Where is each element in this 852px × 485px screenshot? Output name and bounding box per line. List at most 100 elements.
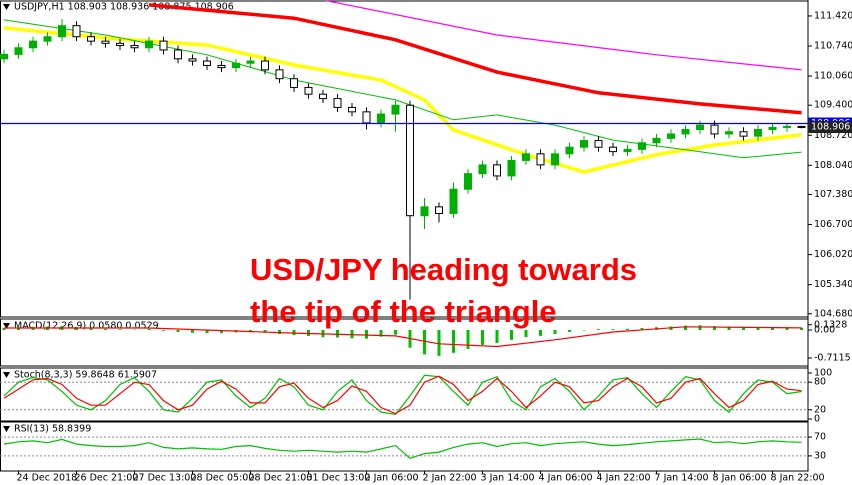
- candle-body: [667, 133, 675, 139]
- macd-bar: [785, 327, 789, 330]
- indicator-line: [3, 374, 802, 416]
- indicator-plot: [3, 438, 802, 459]
- indicator-line: [3, 375, 802, 415]
- macd-bar: [553, 329, 557, 334]
- macd-bar: [118, 329, 122, 330]
- candle-body: [391, 104, 400, 115]
- y-tick-label: 0.00: [814, 324, 835, 335]
- macd-bar: [626, 328, 629, 330]
- candle-body: [130, 45, 139, 49]
- macd-bar: [220, 329, 223, 334]
- y-tick-label: 70: [814, 432, 826, 443]
- macd-bar: [568, 329, 571, 332]
- y-tick-label: 111.420: [814, 10, 852, 21]
- candle-body: [783, 125, 791, 128]
- macd-bar: [698, 325, 702, 330]
- title-icon: [3, 323, 10, 329]
- candle-body: [0, 53, 8, 60]
- macd-bar: [147, 328, 151, 330]
- y-tick-label: 110.740: [814, 41, 852, 52]
- y-tick-label: 105.340: [814, 279, 852, 290]
- macd-bar: [756, 327, 760, 330]
- price-plot: [0, 1, 806, 300]
- macd-bar: [481, 329, 484, 345]
- macd-bar: [742, 326, 745, 330]
- x-tick-label: 2 Jan 22:00: [423, 473, 477, 484]
- macd-bar: [263, 329, 267, 333]
- candle-body: [609, 146, 617, 153]
- panel-title: Stoch(8,3,3) 59.8648 61.5907: [14, 370, 157, 381]
- x-tick-label: 7 Jan 14:00: [655, 473, 709, 484]
- title-icon: [3, 426, 10, 432]
- y-tick-label: 109.400: [814, 100, 852, 111]
- y-tick-label: 0.1328: [814, 319, 847, 330]
- candle-body: [377, 113, 385, 124]
- title-icon: [3, 4, 10, 10]
- macd-bar: [771, 327, 774, 330]
- macd-bar: [452, 329, 455, 353]
- candle-body: [188, 58, 197, 62]
- macd-bar: [423, 329, 426, 355]
- macd-bar: [640, 328, 644, 330]
- candle-body: [14, 47, 23, 55]
- y-tick-label: 110.060: [814, 71, 852, 82]
- candle-body: [101, 40, 110, 44]
- indicator-line: [3, 438, 802, 459]
- candle-body: [507, 159, 516, 177]
- macd-bar: [539, 329, 542, 336]
- candle-body: [580, 140, 588, 148]
- macd-bar: [17, 327, 20, 330]
- macd-bar: [191, 329, 194, 333]
- x-tick-label: 4 Jan 06:00: [539, 473, 593, 484]
- candle-body: [217, 64, 226, 69]
- candle-body: [406, 104, 414, 217]
- macd-bar: [495, 329, 499, 343]
- x-tick-label: 24 Dec 2018: [17, 473, 78, 484]
- macd-plot: [2, 325, 803, 356]
- signal-line: [4, 326, 802, 348]
- candle-body: [29, 40, 37, 49]
- macd-bar: [2, 328, 6, 330]
- candle-body: [696, 124, 704, 131]
- macd-bar: [466, 329, 470, 349]
- candle-body: [304, 87, 313, 95]
- x-tick-label: 4 Jan 22:00: [597, 473, 651, 484]
- macd-bar: [176, 329, 180, 332]
- x-tick-label: 28 Dec 05:00: [191, 473, 255, 484]
- title-icon: [3, 372, 10, 378]
- macd-bar: [684, 325, 687, 330]
- macd-bar: [365, 329, 368, 339]
- candle-body: [623, 148, 632, 153]
- macd-bar: [394, 329, 397, 335]
- y-tick-label: 106.020: [814, 249, 852, 260]
- y-tick-label: 106.700: [814, 219, 852, 230]
- candle-body: [710, 124, 719, 135]
- last-price-label: 108.906: [811, 122, 850, 133]
- candle-body: [681, 129, 690, 135]
- macd-bar: [582, 329, 586, 331]
- macd-bar: [524, 329, 528, 338]
- y-tick-label: 0: [814, 414, 820, 425]
- candle-body: [565, 146, 574, 155]
- candle-body: [319, 93, 327, 100]
- macd-bar: [379, 329, 383, 337]
- candle-body: [739, 131, 748, 137]
- candle-body: [652, 137, 661, 144]
- candle-body: [638, 142, 646, 150]
- macd-bar: [437, 329, 441, 356]
- macd-bar: [713, 326, 716, 330]
- candle-body: [348, 106, 356, 113]
- candle-body: [420, 206, 429, 217]
- y-tick-label: 108.720: [814, 130, 852, 141]
- macd-bar: [800, 327, 803, 330]
- candle-body: [449, 188, 458, 214]
- candle-body: [362, 111, 371, 124]
- x-tick-label: 26 Dec 21:00: [75, 473, 139, 484]
- candle-body: [754, 129, 762, 137]
- candle-body: [768, 126, 777, 131]
- candle-body: [275, 69, 284, 80]
- moving-average: [3, 19, 802, 159]
